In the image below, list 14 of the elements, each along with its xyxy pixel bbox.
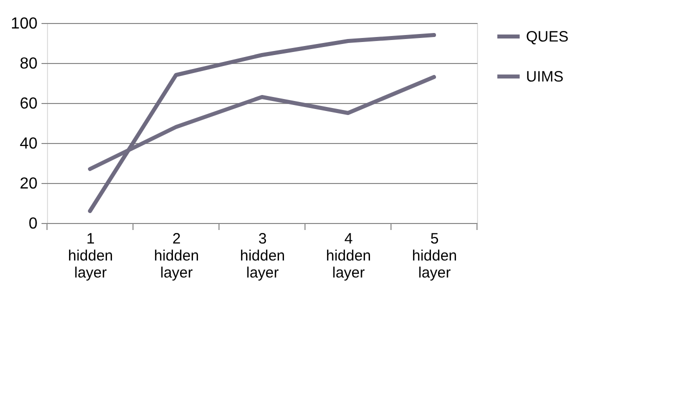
legend-label: QUES — [526, 28, 569, 46]
x-tick-label: 3 hidden layer — [240, 230, 286, 282]
y-tick-label: 100 — [10, 16, 38, 32]
x-tick-label: 1 hidden layer — [68, 230, 114, 282]
y-tick-label: 80 — [20, 56, 38, 72]
y-tick-label: 40 — [20, 136, 38, 152]
y-tick-label: 60 — [20, 96, 38, 112]
line-series — [88, 33, 436, 213]
x-tick-label: 5 hidden layer — [412, 230, 458, 282]
y-tick-label: 20 — [20, 176, 38, 192]
y-tick-label: 0 — [28, 216, 38, 232]
x-tick-label: 2 hidden layer — [154, 230, 200, 282]
x-tick-label: 4 hidden layer — [326, 230, 372, 282]
legend-label: UIMS — [526, 68, 564, 86]
